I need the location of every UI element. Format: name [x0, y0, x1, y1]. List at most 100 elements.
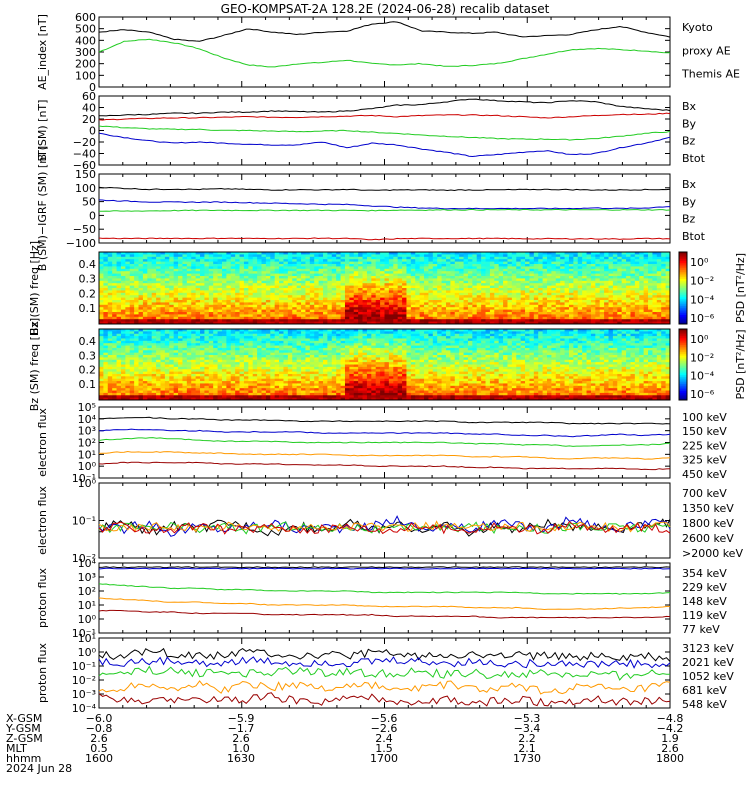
- spectrogram-cell: [432, 271, 438, 274]
- spectrogram-cell: [178, 261, 183, 265]
- spectrogram-cell: [568, 321, 574, 325]
- spectrogram-cell: [292, 292, 298, 296]
- spectrogram-cell: [586, 307, 592, 310]
- spectrogram-cell: [349, 252, 355, 255]
- spectrogram-cell: [626, 280, 631, 284]
- spectrogram-cell: [296, 288, 302, 291]
- spectrogram-cell: [204, 252, 210, 255]
- spectrogram-cell: [129, 350, 135, 354]
- spectrogram-cell: [243, 297, 249, 301]
- spectrogram-cell: [107, 364, 113, 368]
- spectrogram-cell: [178, 371, 183, 375]
- spectrogram-cell: [164, 304, 170, 308]
- spectrogram-cell: [235, 302, 240, 306]
- spectrogram-cell: [248, 261, 254, 265]
- spectrogram-cell: [661, 297, 667, 301]
- spectrogram-cell: [257, 290, 262, 294]
- spectrogram-cell: [138, 369, 144, 372]
- spectrogram-cell: [410, 302, 416, 306]
- spectrogram-cell: [397, 309, 403, 313]
- spectrogram-cell: [99, 388, 104, 391]
- spectrogram-cell: [195, 283, 201, 286]
- spectrogram-cell: [217, 285, 223, 289]
- spectrogram-cell: [424, 276, 429, 279]
- spectrogram-cell: [116, 276, 122, 279]
- spectrogram-cell: [507, 261, 513, 265]
- spectrogram-cell: [340, 304, 346, 308]
- spectrogram-cell: [195, 264, 201, 267]
- spectrogram-cell: [450, 321, 456, 325]
- spectrogram-cell: [419, 314, 425, 318]
- colorbar-segment: [679, 252, 687, 255]
- spectrogram-cell: [489, 256, 495, 260]
- spectrogram-cell: [599, 316, 605, 320]
- spectrogram-cell: [648, 259, 653, 262]
- spectrogram-cell: [525, 319, 530, 322]
- spectrogram-cell: [112, 329, 117, 332]
- spectrogram-cell: [191, 252, 197, 255]
- spectrogram-cell: [577, 295, 583, 298]
- spectrogram-cell: [507, 273, 513, 277]
- spectrogram-cell: [164, 273, 170, 277]
- spectrogram-cell: [656, 276, 662, 279]
- spectrogram-cell: [142, 259, 148, 262]
- spectrogram-cell: [323, 302, 328, 306]
- spectrogram-cell: [481, 304, 486, 308]
- spectrogram-cell: [283, 321, 289, 325]
- spectrogram-cell: [358, 292, 363, 296]
- spectrogram-cell: [169, 385, 175, 389]
- spectrogram-cell: [243, 268, 249, 272]
- spectrogram-cell: [296, 314, 302, 318]
- spectrogram-cell: [481, 278, 486, 282]
- spectrogram-cell: [503, 309, 508, 313]
- spectrogram-cell: [366, 321, 372, 325]
- spectrogram-cell: [643, 268, 649, 272]
- spectrogram-cell: [169, 266, 175, 270]
- spectrogram-cell: [568, 254, 574, 258]
- spectrogram-cell: [173, 338, 179, 342]
- spectrogram-cell: [142, 276, 148, 279]
- spectrogram-cell: [103, 266, 109, 270]
- spectrogram-cell: [301, 307, 306, 310]
- spectrogram-cell: [489, 266, 495, 270]
- spectrogram-cell: [204, 266, 210, 270]
- spectrogram-cell: [309, 295, 315, 298]
- spectrogram-cell: [99, 373, 104, 377]
- spectrogram-cell: [489, 314, 495, 318]
- spectrogram-cell: [586, 304, 592, 308]
- spectrogram-cell: [99, 268, 104, 272]
- spectrogram-cell: [388, 280, 394, 284]
- legend-entry: Themis AE: [681, 68, 740, 81]
- spectrogram-cell: [235, 307, 240, 310]
- spectrogram-cell: [656, 292, 662, 296]
- spectrogram-cell: [538, 297, 544, 301]
- spectrogram-cell: [463, 271, 469, 274]
- spectrogram-cell: [384, 307, 390, 310]
- spectrogram-cell: [125, 331, 131, 335]
- spectrogram-cell: [248, 309, 254, 313]
- spectrogram-cell: [103, 276, 109, 279]
- spectrogram-cell: [340, 268, 346, 272]
- spectrogram-cell: [617, 297, 623, 301]
- spectrogram-cell: [445, 319, 451, 322]
- spectrogram-cell: [573, 321, 579, 325]
- spectrogram-cell: [410, 273, 416, 277]
- spectrogram-cell: [221, 259, 227, 262]
- spectrogram-cell: [120, 352, 126, 356]
- spectrogram-cell: [397, 321, 403, 325]
- spectrogram-cell: [533, 280, 539, 284]
- spectrogram-cell: [296, 271, 302, 274]
- spectrogram-cell: [301, 280, 306, 284]
- spectrogram-cell: [371, 307, 377, 310]
- spectrogram-cell: [129, 264, 135, 267]
- spectrogram-cell: [445, 285, 451, 289]
- spectrogram-cell: [507, 304, 513, 308]
- spectrogram-cell: [182, 261, 188, 265]
- spectrogram-cell: [243, 295, 249, 298]
- spectrogram-cell: [235, 278, 240, 282]
- spectrogram-cell: [99, 300, 104, 303]
- spectrogram-cell: [384, 285, 390, 289]
- spectrogram-cell: [551, 288, 557, 291]
- spectrogram-cell: [169, 340, 175, 344]
- spectrogram-cell: [182, 395, 188, 399]
